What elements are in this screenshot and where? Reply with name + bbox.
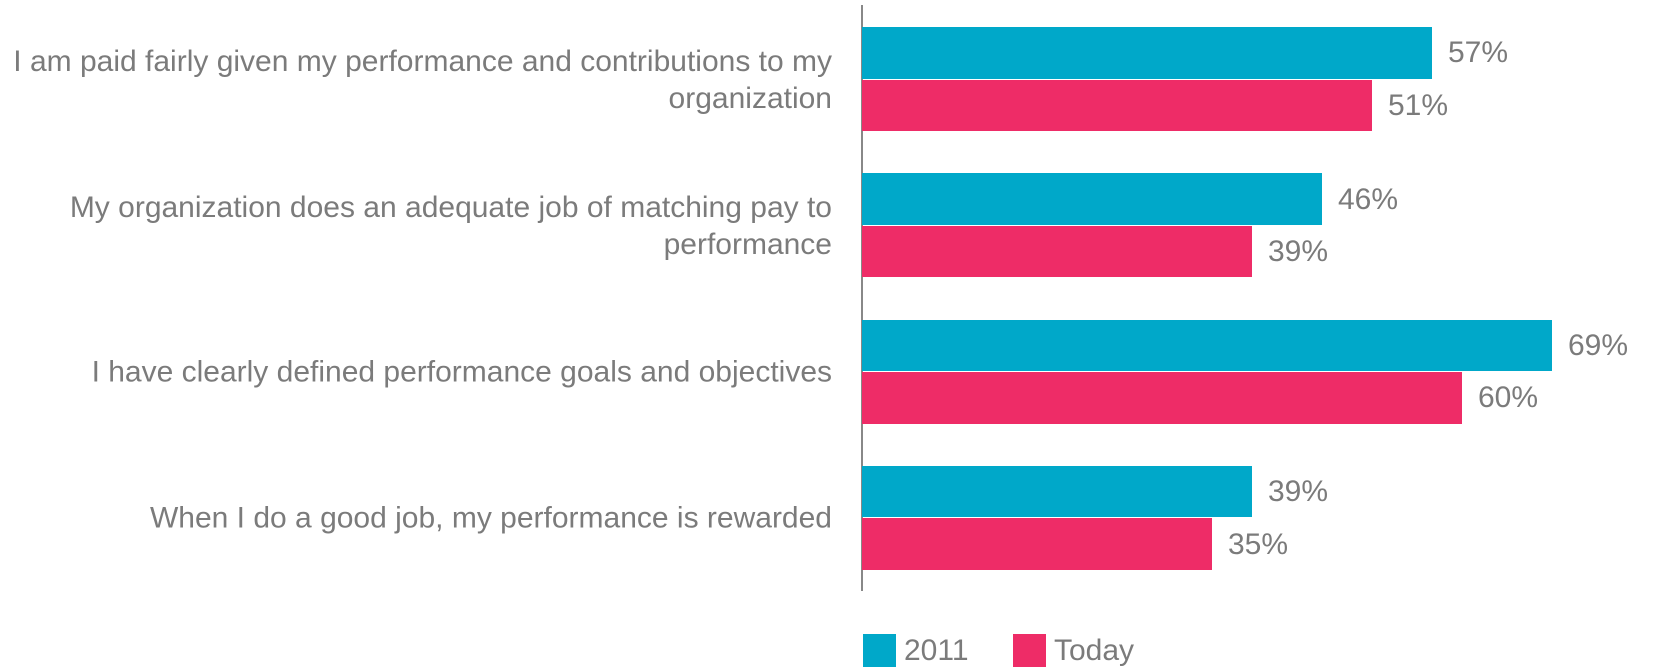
bar [862,465,1252,518]
bar [862,372,1462,424]
legend-label: 2011 [904,634,969,667]
category-label: I am paid fairly given my performance an… [13,44,832,115]
legend-swatch [863,634,896,667]
bar [862,27,1432,79]
legend-swatch [1013,634,1046,667]
value-label: 46% [1338,182,1399,216]
value-label: 51% [1388,88,1449,122]
category-label: My organization does an adequate job of … [69,190,832,261]
bar [862,173,1322,225]
bar [862,319,1552,372]
category-label: I have clearly defined performance goals… [91,355,832,389]
bar [862,225,1252,278]
value-label: 39% [1268,235,1329,269]
axis-line [861,5,863,591]
bar [862,79,1372,131]
value-label: 35% [1228,527,1289,561]
value-label: 69% [1568,328,1629,362]
bar [862,518,1212,570]
value-label: 60% [1478,381,1539,415]
category-label: When I do a good job, my performance is … [149,501,832,535]
value-label: 57% [1448,36,1509,70]
value-label: 39% [1268,475,1329,509]
legend-label: Today [1054,634,1135,667]
